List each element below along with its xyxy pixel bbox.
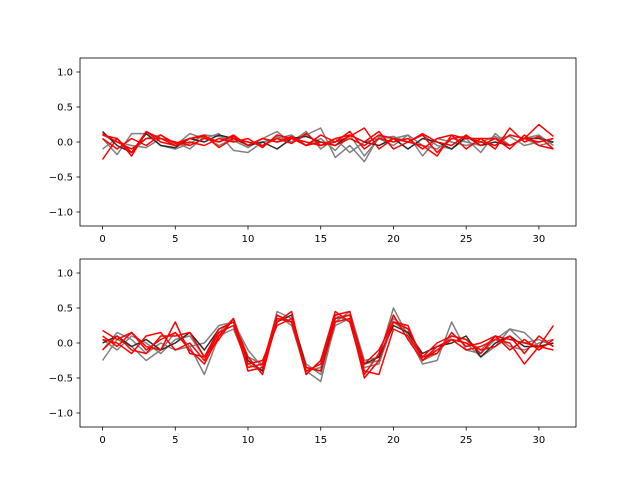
series-line-7 [102,314,555,379]
x-tick-label: 20 [387,435,400,446]
x-tick-label: 20 [387,234,400,245]
subplot-bottom: 0 5 10 15 20 25 30 −1.0 −0.5 0.0 0.5 1.0 [49,258,577,446]
x-tick-label: 25 [460,435,473,446]
x-tick-label: 0 [99,234,105,245]
y-tick-label: −1.0 [49,208,73,219]
y-tick-label: −0.5 [49,173,73,184]
y-tick-label: 0.5 [57,304,73,315]
y-tick-label: −1.0 [49,409,73,420]
x-tick-label: 5 [172,435,178,446]
x-tick-label: 30 [533,234,546,245]
y-tick-label: 0.0 [57,339,73,350]
y-tick-label: −0.5 [49,374,73,385]
series-line-7 [102,130,554,150]
y-tick-label: 0.0 [57,138,73,149]
x-tick-label: 15 [314,234,327,245]
x-tick-label: 5 [172,234,178,245]
x-tick-label: 25 [460,234,473,245]
subplot-top: 0 5 10 15 20 25 30 −1.0 −0.5 0.0 0.5 1.0 [49,57,577,245]
x-tick-label: 0 [99,435,105,446]
x-tick-label: 30 [533,435,546,446]
y-tick-label: 1.0 [57,68,73,79]
x-tick-label: 10 [242,435,255,446]
y-tick-label: 0.5 [57,103,73,114]
series-line-6 [102,314,554,376]
x-tick-label: 15 [314,435,327,446]
x-tick-label: 10 [242,234,255,245]
y-tick-label: 1.0 [57,269,73,280]
